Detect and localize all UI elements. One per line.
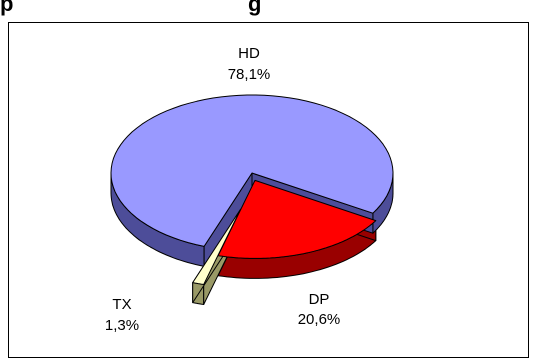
slice-top-tx bbox=[192, 208, 242, 285]
chart-title-fragment: g bbox=[248, 0, 262, 16]
slice-label-tx: TX bbox=[112, 296, 131, 313]
slice-label-hd: HD bbox=[238, 45, 260, 62]
slice-value-dp: 20,6% bbox=[298, 311, 341, 328]
slice-top-hd bbox=[110, 94, 394, 247]
slice-top-dp bbox=[217, 179, 377, 259]
chart-title: p g bbox=[0, 0, 261, 17]
slice-label-dp: DP bbox=[309, 291, 330, 308]
slice-value-tx: 1,3% bbox=[105, 317, 139, 334]
pie-chart: HD 78,1% DP 20,6% TX 1,3% bbox=[105, 45, 394, 334]
chart-title-start: p bbox=[0, 0, 14, 16]
slice-value-hd: 78,1% bbox=[228, 66, 271, 83]
chart-plot-area: HD 78,1% DP 20,6% TX 1,3% bbox=[8, 22, 529, 358]
